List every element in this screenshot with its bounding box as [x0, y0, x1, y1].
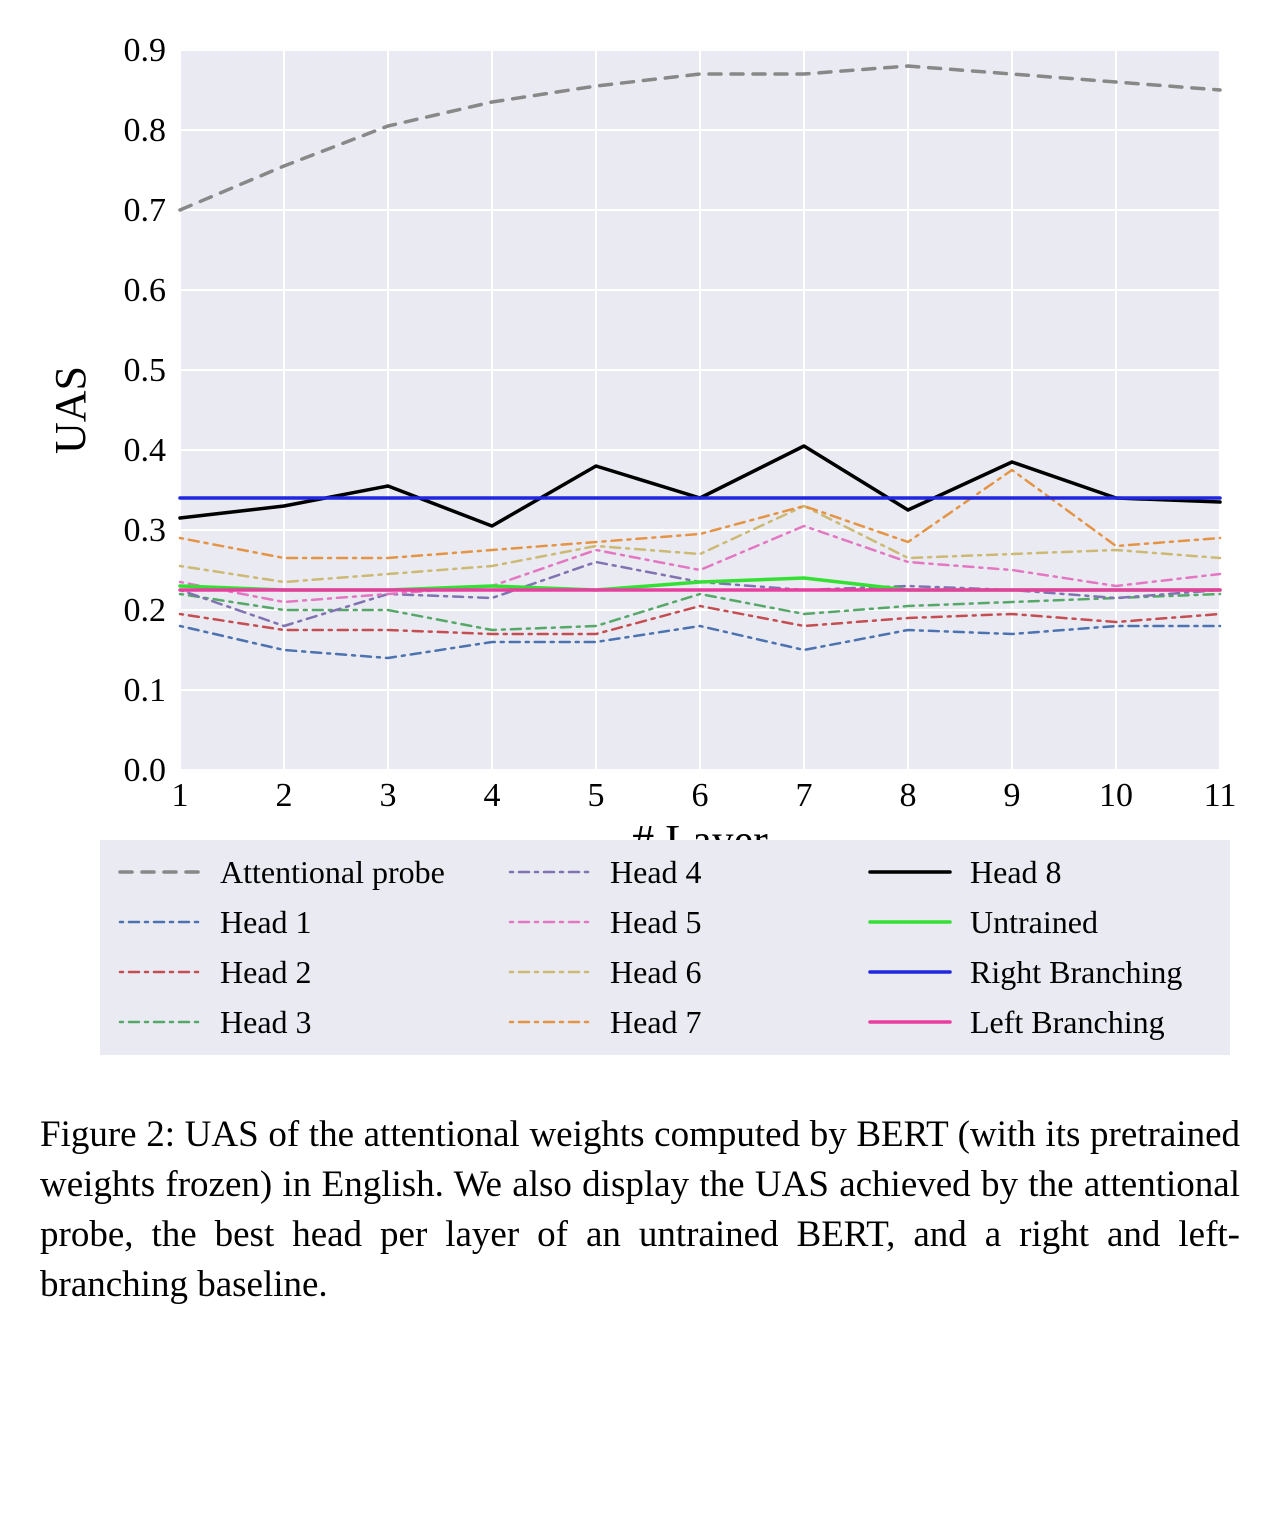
caption-text: UAS of the attentional weights computed …	[40, 1114, 1240, 1305]
svg-text:3: 3	[380, 777, 397, 814]
svg-text:0.5: 0.5	[124, 352, 167, 389]
figure-container: 1 2 3 4 5 6 7 8 9 10 11 0.0 0.1 0.2 0.3 0.4 0.5 0.6 0.7 0.8…	[40, 30, 1240, 1310]
svg-text:0.2: 0.2	[124, 592, 167, 629]
svg-text:0.7: 0.7	[124, 192, 167, 229]
figure-caption: Figure 2: UAS of the attentional weights…	[40, 1110, 1240, 1310]
svg-text:0.1: 0.1	[124, 672, 167, 709]
caption-label: Figure 2:	[40, 1114, 175, 1155]
svg-text:6: 6	[692, 777, 709, 814]
svg-text:0.9: 0.9	[124, 32, 167, 69]
svg-text:Head 4: Head 4	[610, 854, 702, 890]
svg-text:0.6: 0.6	[124, 272, 167, 309]
svg-text:0.8: 0.8	[124, 112, 167, 149]
svg-text:8: 8	[900, 777, 917, 814]
line-chart: 1 2 3 4 5 6 7 8 9 10 11 0.0 0.1 0.2 0.3 0.4 0.5 0.6 0.7 0.8…	[40, 30, 1240, 840]
legend-area: Attentional probe Head 1 Head 2 Head 3 Head …	[40, 840, 1240, 1070]
svg-text:1: 1	[172, 777, 189, 814]
svg-text:0.0: 0.0	[124, 752, 167, 789]
svg-text:2: 2	[276, 777, 293, 814]
chart-area: 1 2 3 4 5 6 7 8 9 10 11 0.0 0.1 0.2 0.3 0.4 0.5 0.6 0.7 0.8…	[40, 30, 1240, 840]
svg-text:4: 4	[484, 777, 501, 814]
svg-text:5: 5	[588, 777, 605, 814]
svg-text:Right Branching: Right Branching	[970, 954, 1182, 990]
svg-text:9: 9	[1004, 777, 1021, 814]
svg-text:Left Branching: Left Branching	[970, 1004, 1165, 1040]
svg-text:Head 8: Head 8	[970, 854, 1062, 890]
svg-text:Untrained: Untrained	[970, 904, 1098, 940]
svg-text:# Layer: # Layer	[632, 816, 768, 840]
svg-text:0.3: 0.3	[124, 512, 167, 549]
svg-text:Head 2: Head 2	[220, 954, 312, 990]
svg-text:10: 10	[1099, 777, 1133, 814]
svg-text:Head 7: Head 7	[610, 1004, 702, 1040]
svg-text:Attentional probe: Attentional probe	[220, 854, 445, 890]
svg-text:Head 5: Head 5	[610, 904, 702, 940]
svg-text:7: 7	[796, 777, 813, 814]
svg-text:0.4: 0.4	[124, 432, 167, 469]
svg-text:Head 3: Head 3	[220, 1004, 312, 1040]
svg-text:11: 11	[1204, 777, 1237, 814]
svg-text:Head 1: Head 1	[220, 904, 312, 940]
svg-text:Head 6: Head 6	[610, 954, 702, 990]
svg-text:UAS: UAS	[46, 366, 95, 454]
legend: Attentional probe Head 1 Head 2 Head 3 Head …	[40, 840, 1240, 1070]
